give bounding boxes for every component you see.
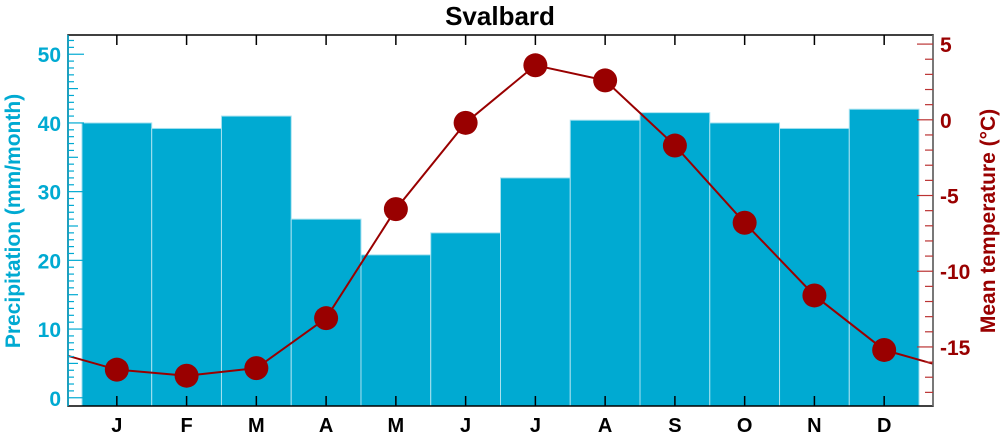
- y-tick-label: 0: [49, 388, 61, 411]
- temperature-point-11: [872, 337, 897, 362]
- precip-bar-7: [569, 119, 641, 407]
- temperature-point-0: [104, 357, 129, 382]
- precip-bar-2: [220, 115, 292, 407]
- x-tick-label: J: [460, 415, 471, 437]
- temperature-point-5: [453, 110, 478, 135]
- x-tick-label: M: [388, 415, 405, 437]
- x-tick-label: A: [598, 415, 612, 437]
- y2-tick-label: -5: [940, 186, 959, 209]
- precip-bar-1: [151, 127, 222, 407]
- precip-bar-4: [360, 254, 432, 407]
- y-axis-label: Precipitation (mm/month): [2, 94, 25, 348]
- y2-axis-label: Mean temperature (°C): [977, 109, 1000, 333]
- precip-bar-10: [779, 127, 850, 407]
- chart-title: Svalbard: [445, 1, 555, 31]
- precip-bar-5: [430, 232, 502, 407]
- y-tick-label: 40: [38, 113, 61, 136]
- x-tick-label: J: [530, 415, 541, 437]
- temperature-point-6: [523, 53, 548, 78]
- x-tick-label: D: [877, 415, 891, 437]
- temperature-point-7: [593, 68, 618, 93]
- x-tick-label: F: [180, 415, 192, 437]
- x-tick-label: S: [668, 415, 681, 437]
- y-tick-label: 10: [38, 319, 61, 342]
- temperature-point-2: [244, 356, 269, 381]
- y2-tick-label: 0: [940, 110, 952, 133]
- x-tick-label: N: [807, 415, 821, 437]
- x-tick-label: A: [319, 415, 333, 437]
- temperature-point-9: [732, 210, 757, 235]
- x-tick-label: O: [737, 415, 753, 437]
- precip-bar-9: [709, 122, 781, 407]
- precip-bar-6: [500, 177, 571, 407]
- temperature-point-8: [662, 133, 687, 158]
- y-tick-label: 20: [38, 250, 61, 273]
- temperature-point-10: [802, 283, 827, 308]
- x-tick-label: J: [111, 415, 122, 437]
- y2-tick-label: 5: [940, 34, 952, 57]
- y2-tick-label: -15: [940, 337, 971, 360]
- temperature-point-3: [314, 306, 339, 331]
- temperature-point-1: [174, 363, 199, 388]
- temperature-point-4: [383, 197, 408, 222]
- y2-tick-label: -10: [940, 261, 970, 284]
- y-tick-label: 30: [38, 182, 61, 205]
- x-tick-label: M: [248, 415, 265, 437]
- precip-bar-8: [639, 112, 711, 407]
- y-tick-label: 50: [38, 44, 61, 67]
